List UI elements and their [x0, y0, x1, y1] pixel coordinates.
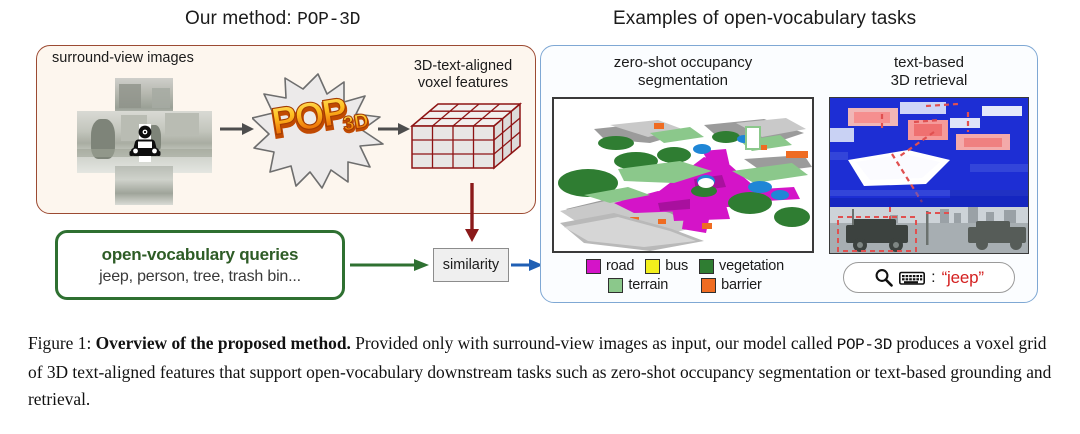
seg-title-line2: segmentation	[637, 72, 729, 89]
legend-label-bus: bus	[665, 258, 689, 274]
voxel-label-line1: 3D-text-aligned	[413, 58, 513, 74]
pill-colon: :	[931, 268, 936, 286]
right-section-title: Examples of open-vocabulary tasks	[613, 8, 917, 29]
voxel-grid-icon	[409, 102, 523, 170]
surround-view-label: surround-view images	[52, 50, 194, 66]
svg-text:3D: 3D	[341, 110, 370, 136]
retrieval-photo-image	[829, 207, 1029, 254]
legend-swatch-terrain	[608, 277, 624, 293]
ego-car-icon	[129, 124, 161, 162]
legend-label-barrier: barrier	[721, 277, 762, 293]
legend-label-terrain: terrain	[628, 277, 669, 293]
text-query-pill[interactable]: : “jeep”	[843, 262, 1015, 293]
legend-row-1: road bus vegetation	[552, 258, 818, 274]
task-title-retrieval: text-based 3D retrieval	[829, 54, 1029, 90]
voxel-label-line2: voxel features	[417, 75, 509, 91]
legend-item-road: road	[586, 258, 634, 274]
camera-image-rear	[115, 166, 173, 205]
caption-figure-label: Figure 1:	[28, 333, 96, 353]
arrow-images-to-model	[220, 123, 254, 135]
query-box-title: open-vocabulary queries	[101, 244, 299, 264]
legend-item-terrain: terrain	[608, 277, 668, 293]
legend-label-vegetation: vegetation	[719, 258, 784, 274]
pop3d-logo-icon: POP POP 3D 3D	[252, 73, 384, 189]
segmentation-legend: road bus vegetation terrain barrier	[552, 258, 818, 296]
legend-row-2: terrain barrier	[552, 277, 818, 293]
legend-item-vegetation: vegetation	[699, 258, 784, 274]
caption-part1: Provided only with surround-view images …	[350, 333, 837, 353]
similarity-box: similarity	[433, 248, 509, 282]
legend-swatch-road	[586, 258, 602, 274]
svg-text:3D: 3D	[342, 112, 371, 138]
caption-bold: Overview of the proposed method.	[95, 333, 351, 353]
left-title-text: Our method:	[185, 8, 298, 29]
legend-swatch-bus	[645, 258, 661, 274]
left-title-mono: POP-3D	[297, 10, 361, 30]
caption-part2: produces a voxel grid of 3D text-aligned…	[28, 333, 1052, 409]
query-box-examples: jeep, person, tree, trash bin...	[99, 267, 301, 285]
pill-query-text: “jeep”	[941, 267, 984, 287]
seg-title-line1: zero-shot occupancy	[613, 54, 753, 71]
ret-title-line2: 3D retrieval	[890, 72, 968, 89]
search-icon	[875, 269, 893, 287]
open-vocabulary-query-box[interactable]: open-vocabulary queries jeep, person, tr…	[55, 230, 345, 300]
keyboard-icon	[899, 271, 926, 285]
figure-caption: Figure 1: Overview of the proposed metho…	[28, 330, 1054, 413]
legend-label-road: road	[606, 258, 635, 274]
arrow-query-to-similarity	[350, 259, 429, 271]
legend-item-bus: bus	[645, 258, 688, 274]
left-section-title: Our method: POP-3D	[185, 8, 360, 30]
occupancy-segmentation-image	[552, 97, 814, 253]
ret-title-line1: text-based	[893, 54, 965, 71]
legend-swatch-vegetation	[699, 258, 715, 274]
surround-view-images	[77, 78, 212, 205]
task-title-segmentation: zero-shot occupancy segmentation	[552, 54, 814, 90]
voxel-features-label: 3D-text-aligned voxel features	[388, 58, 538, 92]
legend-swatch-barrier	[701, 277, 717, 293]
legend-item-barrier: barrier	[701, 277, 762, 293]
arrow-voxel-to-similarity	[465, 183, 479, 242]
arrow-similarity-to-tasks	[511, 259, 543, 271]
retrieval-heatmap-image	[829, 97, 1029, 207]
arrow-model-to-voxel	[378, 123, 410, 135]
caption-mono: POP-3D	[836, 336, 893, 354]
